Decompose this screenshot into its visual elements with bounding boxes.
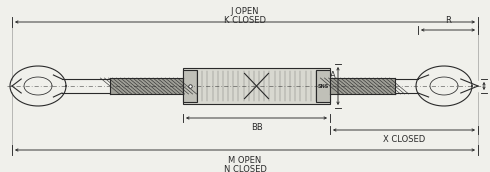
Text: A: A	[330, 72, 336, 80]
Text: M OPEN: M OPEN	[228, 156, 262, 165]
Text: N CLOSED: N CLOSED	[223, 165, 267, 172]
Text: K CLOSED: K CLOSED	[224, 16, 266, 25]
Bar	[183, 68, 330, 104]
Text: R: R	[445, 16, 451, 25]
Text: SNS: SNS	[318, 83, 329, 89]
Text: S: S	[489, 82, 490, 90]
Bar	[183, 70, 197, 102]
Bar	[316, 70, 330, 102]
Text: J OPEN: J OPEN	[231, 7, 259, 16]
Bar	[330, 78, 395, 94]
Text: X CLOSED: X CLOSED	[383, 135, 425, 144]
Bar	[110, 78, 183, 94]
Text: BB: BB	[250, 123, 262, 132]
